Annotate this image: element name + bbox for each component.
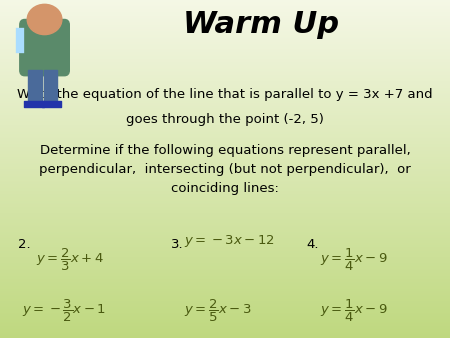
- Text: $y = \dfrac{1}{4}x-9$: $y = \dfrac{1}{4}x-9$: [320, 247, 387, 273]
- Text: $y = -\dfrac{3}{2}x-1$: $y = -\dfrac{3}{2}x-1$: [22, 297, 107, 323]
- Text: $y = \dfrac{1}{4}x-9$: $y = \dfrac{1}{4}x-9$: [320, 297, 387, 323]
- Text: Warm Up: Warm Up: [183, 10, 339, 39]
- Text: 1.: 1.: [45, 88, 58, 101]
- Text: $y = \dfrac{2}{3}x+4$: $y = \dfrac{2}{3}x+4$: [36, 247, 104, 273]
- Text: 2.: 2.: [18, 238, 31, 251]
- FancyBboxPatch shape: [20, 20, 69, 76]
- Text: 4.: 4.: [306, 238, 319, 251]
- Text: Write the equation of the line that is parallel to y = 3x +7 and: Write the equation of the line that is p…: [17, 88, 433, 101]
- Text: 3.: 3.: [171, 238, 184, 251]
- Text: $y = -3x-12$: $y = -3x-12$: [184, 233, 275, 249]
- Ellipse shape: [27, 4, 62, 34]
- Text: goes through the point (-2, 5): goes through the point (-2, 5): [126, 113, 324, 126]
- Text: $y = \dfrac{2}{5}x-3$: $y = \dfrac{2}{5}x-3$: [184, 297, 252, 323]
- Text: Determine if the following equations represent parallel,
perpendicular,  interse: Determine if the following equations rep…: [39, 144, 411, 195]
